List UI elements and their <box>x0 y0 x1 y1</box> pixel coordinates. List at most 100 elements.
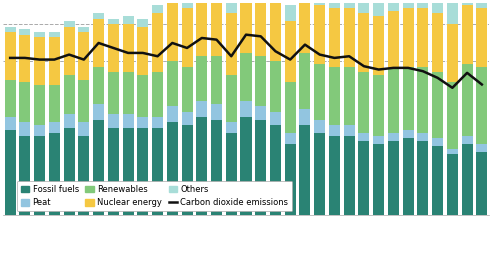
Bar <box>358 13 369 72</box>
Bar <box>63 74 75 114</box>
Bar <box>343 136 355 215</box>
Bar <box>255 120 266 215</box>
Bar <box>19 29 31 35</box>
Bar <box>167 0 178 3</box>
Bar <box>402 130 414 138</box>
Bar <box>49 122 60 133</box>
Bar <box>93 66 104 104</box>
Bar <box>78 32 90 80</box>
Bar <box>108 114 119 128</box>
Bar <box>270 0 281 61</box>
Legend: Fossil fuels, Peat, Renewables, Nuclear energy, Others, Carbon dioxide emissions: Fossil fuels, Peat, Renewables, Nuclear … <box>17 181 292 211</box>
Bar <box>461 0 473 5</box>
Bar <box>78 27 90 32</box>
Bar <box>476 152 488 215</box>
Bar <box>226 122 237 133</box>
Bar <box>461 64 473 136</box>
Bar <box>241 0 251 53</box>
Bar <box>49 85 60 122</box>
Bar <box>343 0 355 8</box>
Bar <box>4 130 16 215</box>
Bar <box>255 56 266 106</box>
Bar <box>388 11 399 69</box>
Bar <box>108 72 119 114</box>
Bar <box>49 32 60 37</box>
Bar <box>123 24 134 72</box>
Bar <box>432 138 443 146</box>
Bar <box>34 125 45 136</box>
Bar <box>137 19 149 27</box>
Bar <box>417 66 429 133</box>
Bar <box>123 16 134 24</box>
Bar <box>241 117 251 215</box>
Bar <box>358 0 369 13</box>
Bar <box>211 56 222 104</box>
Bar <box>358 72 369 133</box>
Bar <box>300 0 310 53</box>
Bar <box>432 0 443 13</box>
Bar <box>285 21 296 82</box>
Bar <box>4 117 16 130</box>
Bar <box>167 3 178 61</box>
Bar <box>388 69 399 133</box>
Bar <box>314 133 325 215</box>
Bar <box>476 66 488 144</box>
Bar <box>108 128 119 215</box>
Bar <box>388 133 399 141</box>
Bar <box>4 27 16 32</box>
Bar <box>152 13 163 72</box>
Bar <box>343 8 355 66</box>
Bar <box>402 8 414 66</box>
Bar <box>476 8 488 66</box>
Bar <box>358 141 369 215</box>
Bar <box>255 106 266 120</box>
Bar <box>226 13 237 74</box>
Bar <box>63 21 75 27</box>
Bar <box>4 32 16 80</box>
Bar <box>19 35 31 82</box>
Bar <box>182 0 192 8</box>
Bar <box>34 32 45 37</box>
Bar <box>300 53 310 109</box>
Bar <box>167 106 178 122</box>
Bar <box>196 0 207 56</box>
Bar <box>476 0 488 8</box>
Bar <box>329 8 340 66</box>
Bar <box>34 85 45 125</box>
Bar <box>417 0 429 8</box>
Bar <box>93 120 104 215</box>
Bar <box>196 101 207 117</box>
Bar <box>476 144 488 152</box>
Bar <box>241 53 251 101</box>
Bar <box>285 5 296 21</box>
Bar <box>329 0 340 8</box>
Bar <box>373 0 384 16</box>
Bar <box>255 0 266 56</box>
Bar <box>314 64 325 120</box>
Bar <box>93 104 104 120</box>
Bar <box>300 125 310 215</box>
Bar <box>123 114 134 128</box>
Bar <box>285 82 296 133</box>
Bar <box>388 0 399 11</box>
Bar <box>196 56 207 101</box>
Bar <box>373 144 384 215</box>
Bar <box>447 149 458 154</box>
Bar <box>300 109 310 125</box>
Bar <box>447 154 458 215</box>
Bar <box>447 24 458 82</box>
Bar <box>137 117 149 128</box>
Bar <box>373 74 384 136</box>
Bar <box>270 112 281 125</box>
Bar <box>432 72 443 138</box>
Bar <box>49 133 60 215</box>
Bar <box>182 66 192 112</box>
Bar <box>285 144 296 215</box>
Bar <box>152 5 163 13</box>
Bar <box>461 144 473 215</box>
Bar <box>461 136 473 144</box>
Bar <box>373 136 384 144</box>
Bar <box>343 125 355 136</box>
Bar <box>329 136 340 215</box>
Bar <box>137 27 149 74</box>
